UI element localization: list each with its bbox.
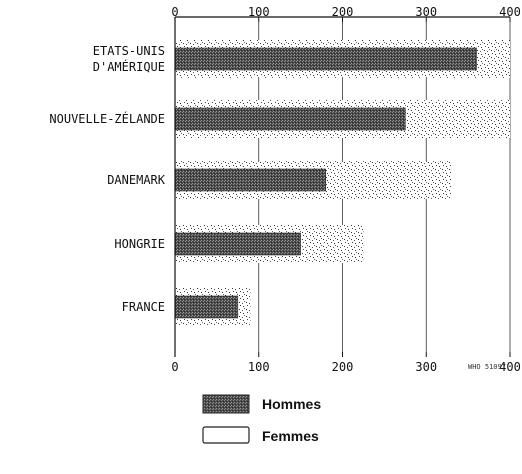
- category-labels: ETATS-UNIS D'AMÉRIQUE NOUVELLE-ZÉLANDE DANE…: [49, 44, 165, 314]
- tick-label-bottom-100: 100: [248, 360, 270, 374]
- tick-label-top-400: 400: [499, 5, 521, 19]
- category-label-2: DANEMARK: [107, 173, 166, 187]
- tick-label-bottom-400: 400: [499, 360, 521, 374]
- tick-label-top-300: 300: [415, 5, 437, 19]
- tick-label-top-100: 100: [248, 5, 270, 19]
- bar-hommes-1: [174, 107, 406, 131]
- legend-swatch-femmes: [202, 426, 250, 444]
- series-hommes: [174, 47, 477, 319]
- bar-hommes-2: [174, 168, 327, 192]
- tick-label-bottom-200: 200: [332, 360, 354, 374]
- tick-label-bottom-300: 300: [415, 360, 437, 374]
- x-axis: 0 0 100 100 200 200 300 300 400 400: [171, 5, 520, 374]
- tick-label-top-0: 0: [171, 5, 178, 19]
- bar-hommes-3: [174, 232, 301, 256]
- tick-label-top-200: 200: [332, 5, 354, 19]
- legend-label-hommes: Hommes: [262, 396, 321, 412]
- tick-label-bottom-0: 0: [171, 360, 178, 374]
- category-label-3: HONGRIE: [114, 237, 165, 251]
- legend: Hommes Femmes: [202, 394, 321, 444]
- annotation-code: WHO 51097: [468, 363, 506, 371]
- category-label-4: FRANCE: [122, 300, 165, 314]
- legend-label-femmes: Femmes: [262, 428, 319, 444]
- category-label-1: NOUVELLE-ZÉLANDE: [49, 111, 165, 126]
- legend-swatch-hommes: [202, 394, 250, 414]
- category-label-0: ETATS-UNIS D'AMÉRIQUE: [93, 44, 165, 74]
- bar-hommes-4: [174, 295, 239, 319]
- bar-hommes-0: [174, 47, 477, 71]
